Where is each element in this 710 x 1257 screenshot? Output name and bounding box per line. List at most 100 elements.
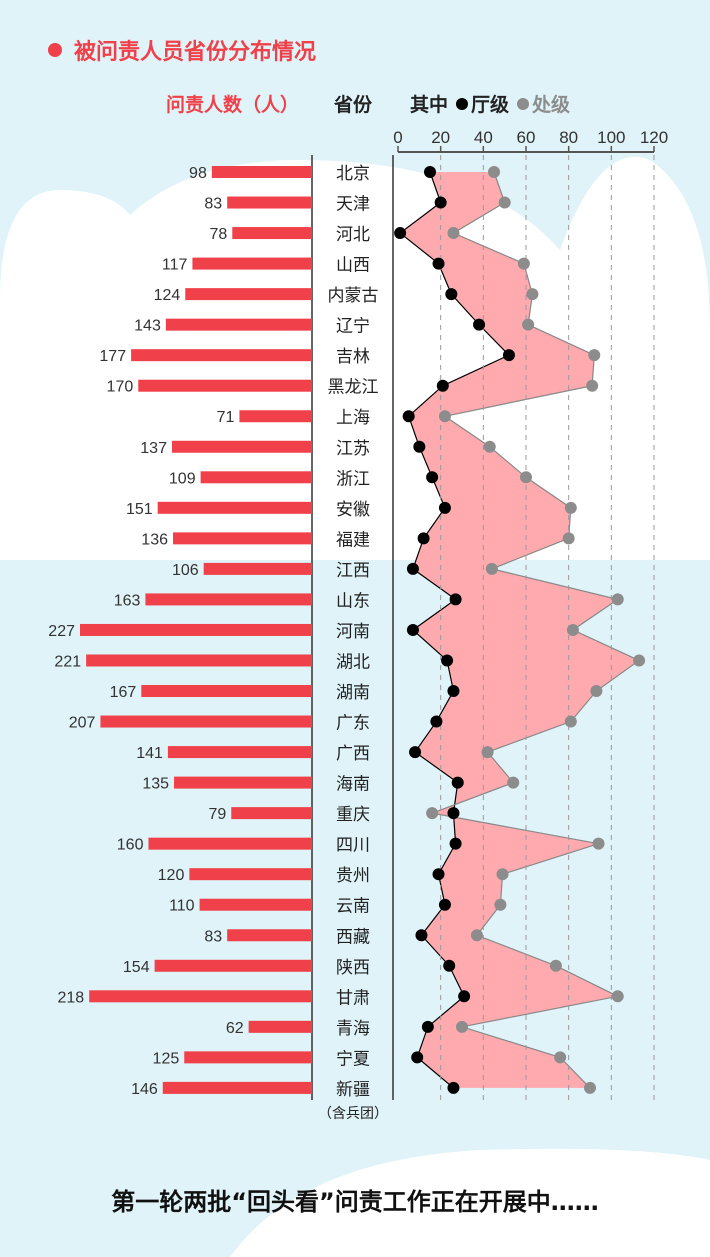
bar xyxy=(231,807,312,820)
dot-chu xyxy=(498,196,511,209)
dot-chu xyxy=(517,257,530,270)
x-tick-label: 60 xyxy=(517,128,536,147)
dot-chu xyxy=(438,410,451,423)
bar-value-label: 170 xyxy=(107,379,134,396)
legend-ting: 厅级 xyxy=(471,94,510,116)
legend-chu-marker xyxy=(517,97,530,110)
dot-chu xyxy=(447,227,460,240)
x-tick-label: 100 xyxy=(597,128,625,147)
province-label: 广东 xyxy=(336,714,370,734)
header-province: 省份 xyxy=(334,94,373,116)
province-label: 江苏 xyxy=(336,439,370,459)
dot-chu xyxy=(611,990,624,1003)
bar xyxy=(148,837,312,850)
bar xyxy=(199,898,312,911)
province-label: 河北 xyxy=(336,225,370,245)
dot-chu xyxy=(549,959,562,972)
province-label: 山西 xyxy=(336,256,370,276)
bar xyxy=(227,196,312,209)
bar-value-label: 160 xyxy=(117,837,144,854)
dot-ting xyxy=(449,837,462,850)
x-tick-label: 80 xyxy=(559,128,578,147)
bar-value-label: 141 xyxy=(136,745,163,762)
bar-value-label: 137 xyxy=(140,440,167,457)
dot-chu xyxy=(488,166,500,178)
province-note: （含兵团） xyxy=(318,1106,388,1122)
bar xyxy=(232,227,312,240)
province-label: 天津 xyxy=(336,195,370,215)
x-tick-label: 20 xyxy=(431,128,450,147)
dot-chu xyxy=(520,471,532,484)
dot-ting xyxy=(436,379,449,392)
bar-value-label: 117 xyxy=(162,257,188,274)
legend-chu: 处级 xyxy=(532,94,571,116)
dot-ting xyxy=(426,471,439,484)
bar-value-label: 110 xyxy=(169,898,195,915)
dot-ting xyxy=(421,1020,434,1033)
dot-ting xyxy=(447,807,460,820)
dot-chu xyxy=(564,715,577,728)
province-label: 内蒙古 xyxy=(328,286,379,306)
province-label: 海南 xyxy=(336,775,370,795)
dot-chu xyxy=(470,929,483,942)
bar-value-label: 71 xyxy=(217,409,235,426)
province-label: 山东 xyxy=(336,591,370,611)
province-label: 云南 xyxy=(336,897,370,917)
province-label: 吉林 xyxy=(336,347,370,367)
dot-ting xyxy=(449,593,462,606)
dot-ting xyxy=(438,501,451,514)
bar xyxy=(154,959,312,972)
bar-value-label: 106 xyxy=(172,562,199,579)
province-label: 上海 xyxy=(336,408,370,428)
bar xyxy=(189,868,312,881)
dot-ting xyxy=(434,196,447,209)
bar-value-label: 151 xyxy=(126,501,153,518)
province-label: 浙江 xyxy=(336,469,370,489)
province-label: 宁夏 xyxy=(336,1049,370,1069)
title-text: 被问责人员省份分布情况 xyxy=(74,40,317,65)
bar xyxy=(174,776,312,789)
dot-ting xyxy=(451,776,464,789)
province-label: 河南 xyxy=(336,622,370,642)
bar xyxy=(89,990,312,1003)
province-label: 贵州 xyxy=(336,866,370,886)
x-tick-label: 40 xyxy=(474,128,493,147)
bar xyxy=(100,715,312,728)
bar-value-label: 177 xyxy=(99,348,126,365)
bar xyxy=(131,349,312,362)
dot-ting xyxy=(409,746,422,759)
header-count: 问责人数（人） xyxy=(166,94,300,116)
bar xyxy=(171,440,312,453)
province-label: 青海 xyxy=(336,1019,370,1039)
dot-ting xyxy=(402,410,415,423)
bar xyxy=(162,1081,312,1094)
bar xyxy=(173,532,312,545)
bar-value-label: 125 xyxy=(153,1050,180,1067)
dot-ting xyxy=(458,990,471,1003)
footer-text: 第一轮两批“回头看”问责工作正在开展中…… xyxy=(111,1188,599,1216)
dot-chu xyxy=(633,654,646,667)
dot-ting xyxy=(424,166,436,178)
dot-chu xyxy=(592,837,605,850)
bar-value-label: 62 xyxy=(226,1020,244,1037)
dot-ting xyxy=(417,532,430,545)
bar xyxy=(157,501,312,514)
bar xyxy=(141,685,312,698)
legend-ting-marker xyxy=(456,97,469,110)
dot-ting xyxy=(406,562,419,575)
dot-chu xyxy=(507,776,520,789)
dot-chu xyxy=(554,1051,567,1064)
bar-value-label: 83 xyxy=(204,196,222,213)
dot-ting xyxy=(473,318,486,331)
bar xyxy=(145,593,312,606)
dot-ting xyxy=(411,1051,424,1064)
bar-value-label: 120 xyxy=(158,867,185,884)
range-area xyxy=(400,172,640,1088)
bar xyxy=(138,379,312,392)
bar xyxy=(165,318,312,331)
dot-ting xyxy=(438,898,451,911)
bar xyxy=(227,929,312,942)
dot-chu xyxy=(485,562,498,575)
